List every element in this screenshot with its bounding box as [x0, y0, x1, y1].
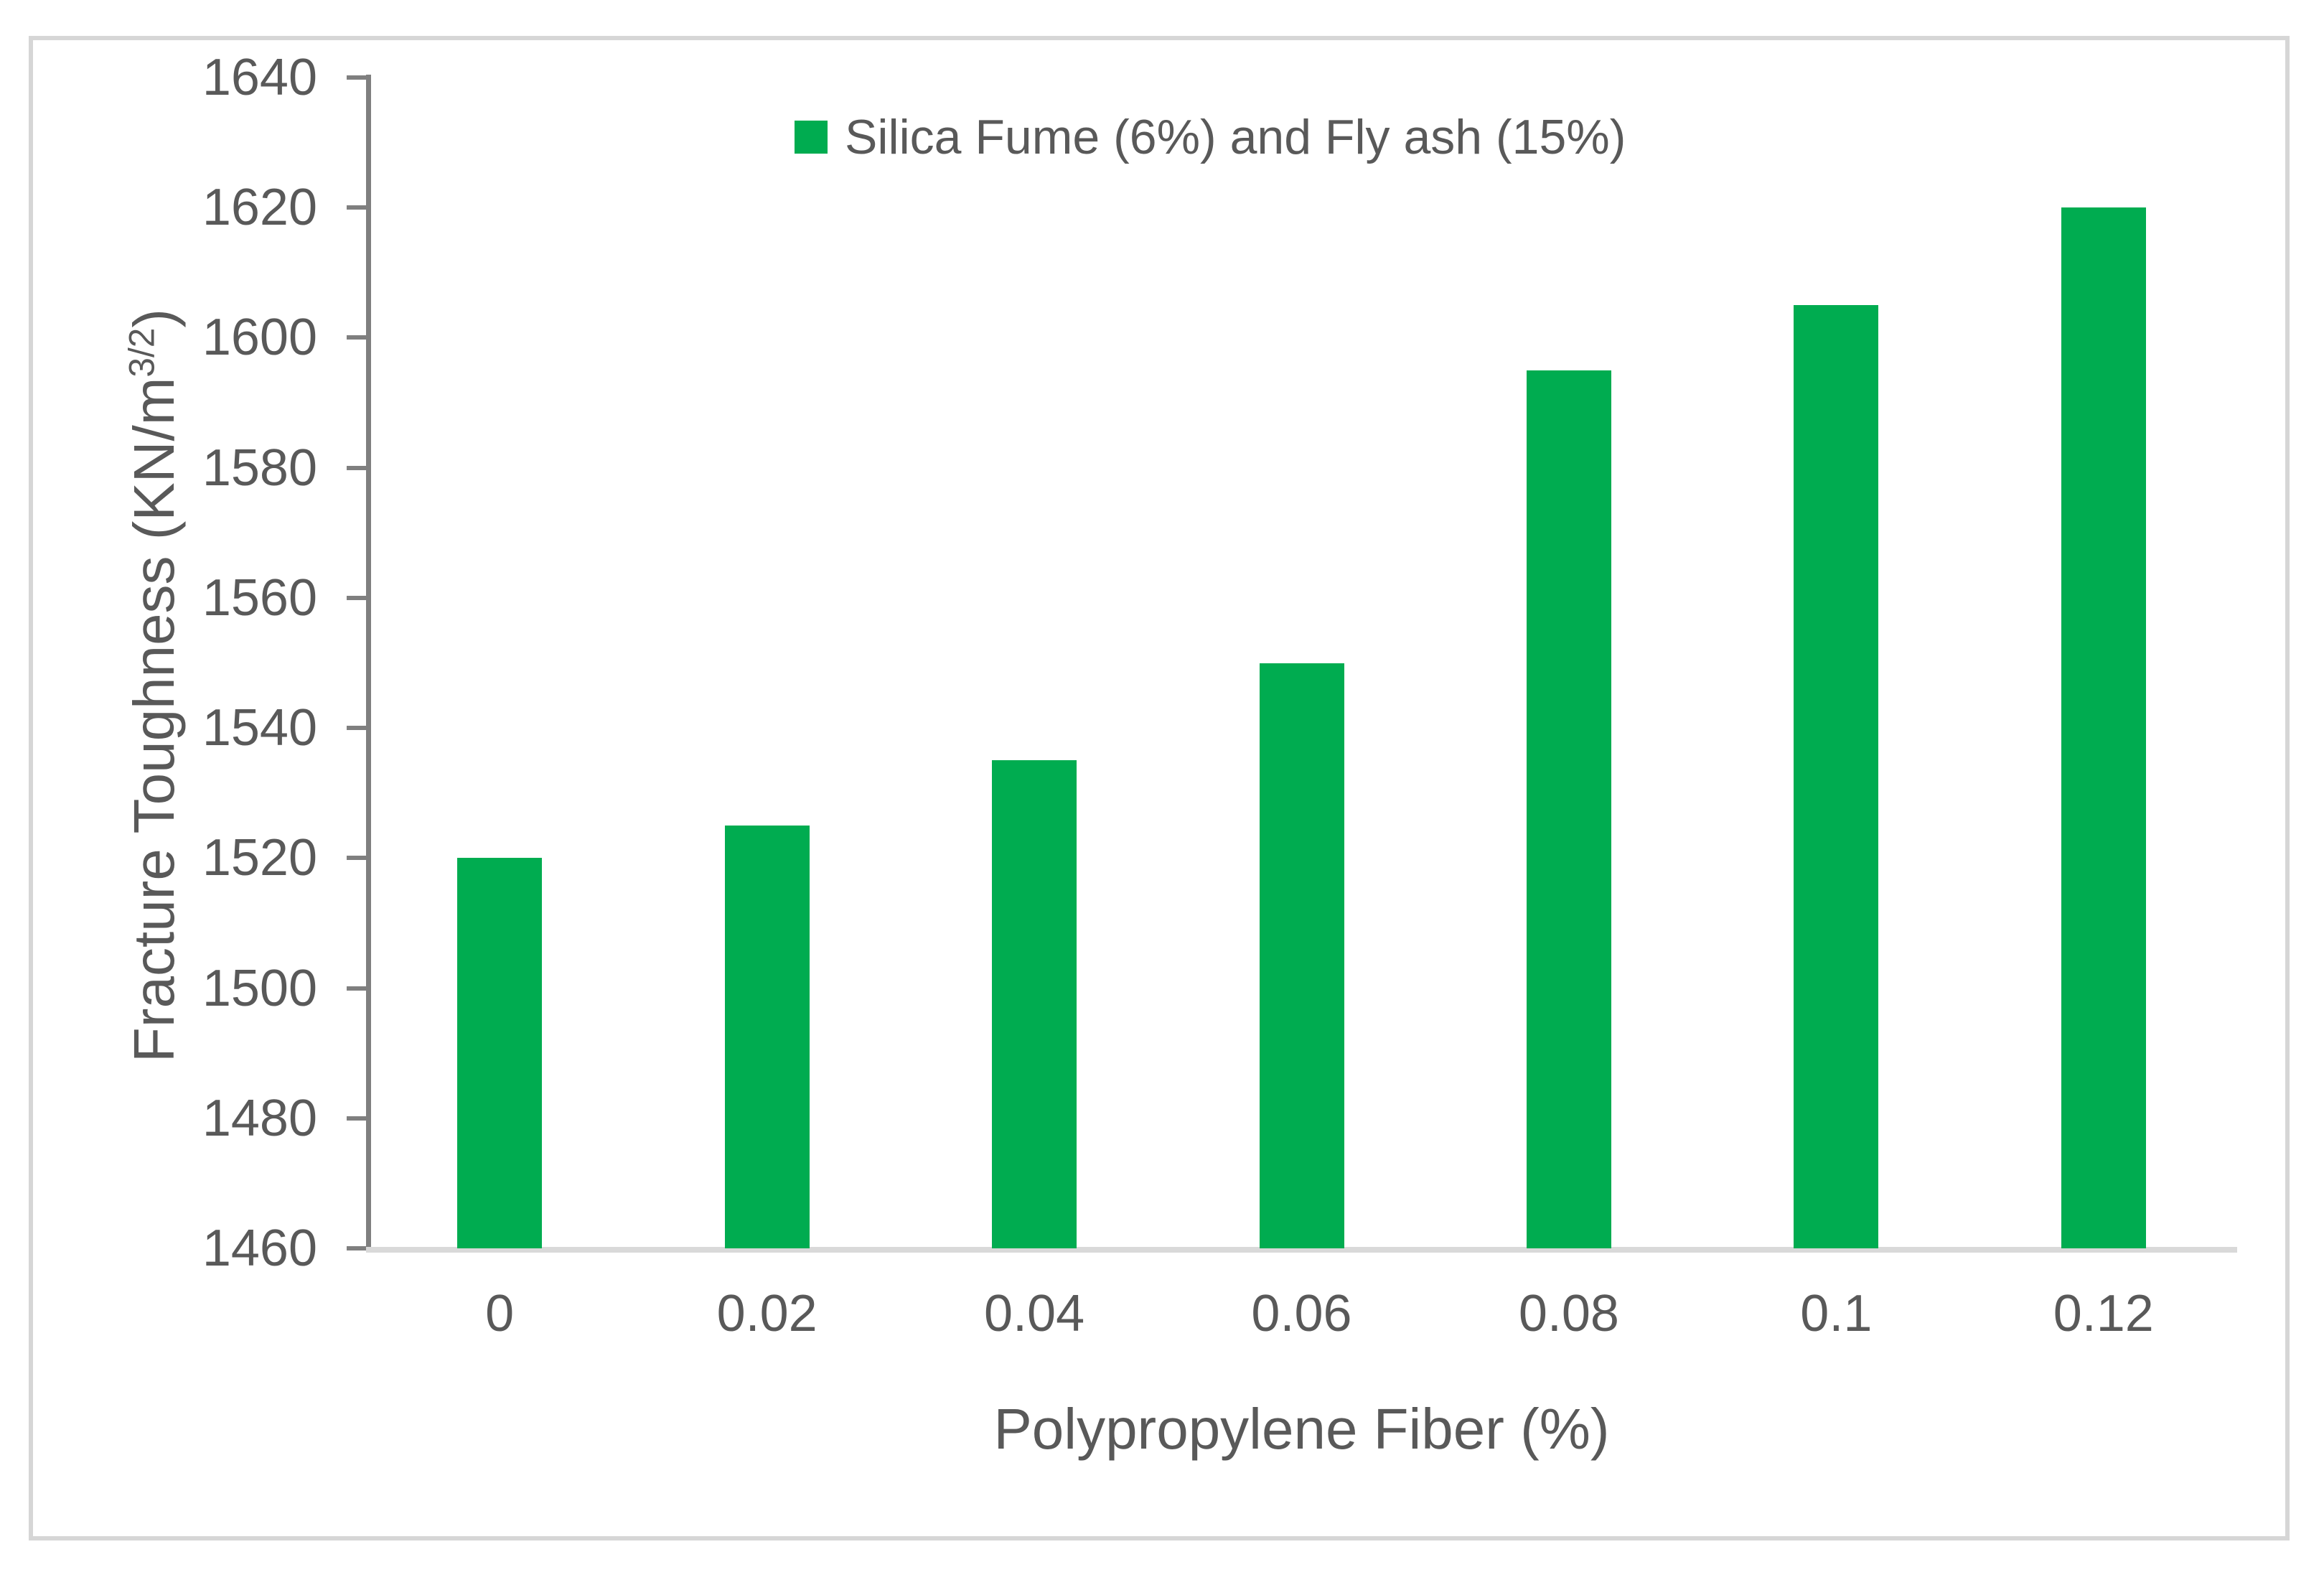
bar-0.02: [724, 826, 810, 1248]
y-tick-label: 1500: [202, 959, 317, 1017]
chart-border: [29, 36, 2290, 1540]
x-axis-baseline: [366, 1247, 2237, 1253]
x-tick-label: 0.04: [983, 1285, 1085, 1342]
bar-0.06: [1259, 663, 1344, 1248]
y-tick-label: 1480: [202, 1089, 317, 1147]
x-tick-label: 0.12: [2053, 1285, 2154, 1342]
legend-label: Silica Fume (6%) and Fly ash (15%): [845, 110, 1626, 164]
x-tick-label: 0.06: [1251, 1285, 1352, 1342]
y-tick-mark: [347, 595, 366, 600]
y-axis-line: [366, 75, 371, 1253]
y-tick-mark: [347, 75, 366, 80]
x-tick-label: 0.08: [1518, 1285, 1619, 1342]
legend: Silica Fume (6%) and Fly ash (15%): [795, 110, 1626, 164]
bar-0.12: [2061, 207, 2146, 1248]
bar-0: [457, 858, 543, 1248]
y-tick-label: 1520: [202, 829, 317, 887]
y-tick-label: 1640: [202, 49, 317, 106]
x-tick-label: 0.1: [1800, 1285, 1873, 1342]
bar-0.08: [1526, 370, 1611, 1248]
y-tick-label: 1600: [202, 309, 317, 367]
y-tick-mark: [347, 726, 366, 731]
x-axis-title: Polypropylene Fiber (%): [993, 1397, 1610, 1461]
y-tick-label: 1580: [202, 439, 317, 497]
y-tick-label: 1560: [202, 569, 317, 627]
y-tick-mark: [347, 205, 366, 210]
y-tick-mark: [347, 465, 366, 470]
bar-0.04: [992, 760, 1077, 1248]
x-tick-label: 0.02: [716, 1285, 817, 1342]
y-axis-title-text: Fracture Toughness (KN/m3/2): [121, 309, 187, 1062]
y-tick-mark: [347, 986, 366, 991]
legend-swatch-icon: [795, 121, 828, 154]
y-tick-label: 1540: [202, 699, 317, 757]
y-tick-label: 1620: [202, 179, 317, 237]
y-tick-mark: [347, 1116, 366, 1121]
bar-0.1: [1794, 305, 1879, 1248]
y-tick-mark: [347, 335, 366, 340]
x-tick-label: 0: [485, 1285, 515, 1342]
y-tick-mark: [347, 856, 366, 861]
y-tick-label: 1460: [202, 1220, 317, 1277]
y-tick-mark: [347, 1246, 366, 1250]
